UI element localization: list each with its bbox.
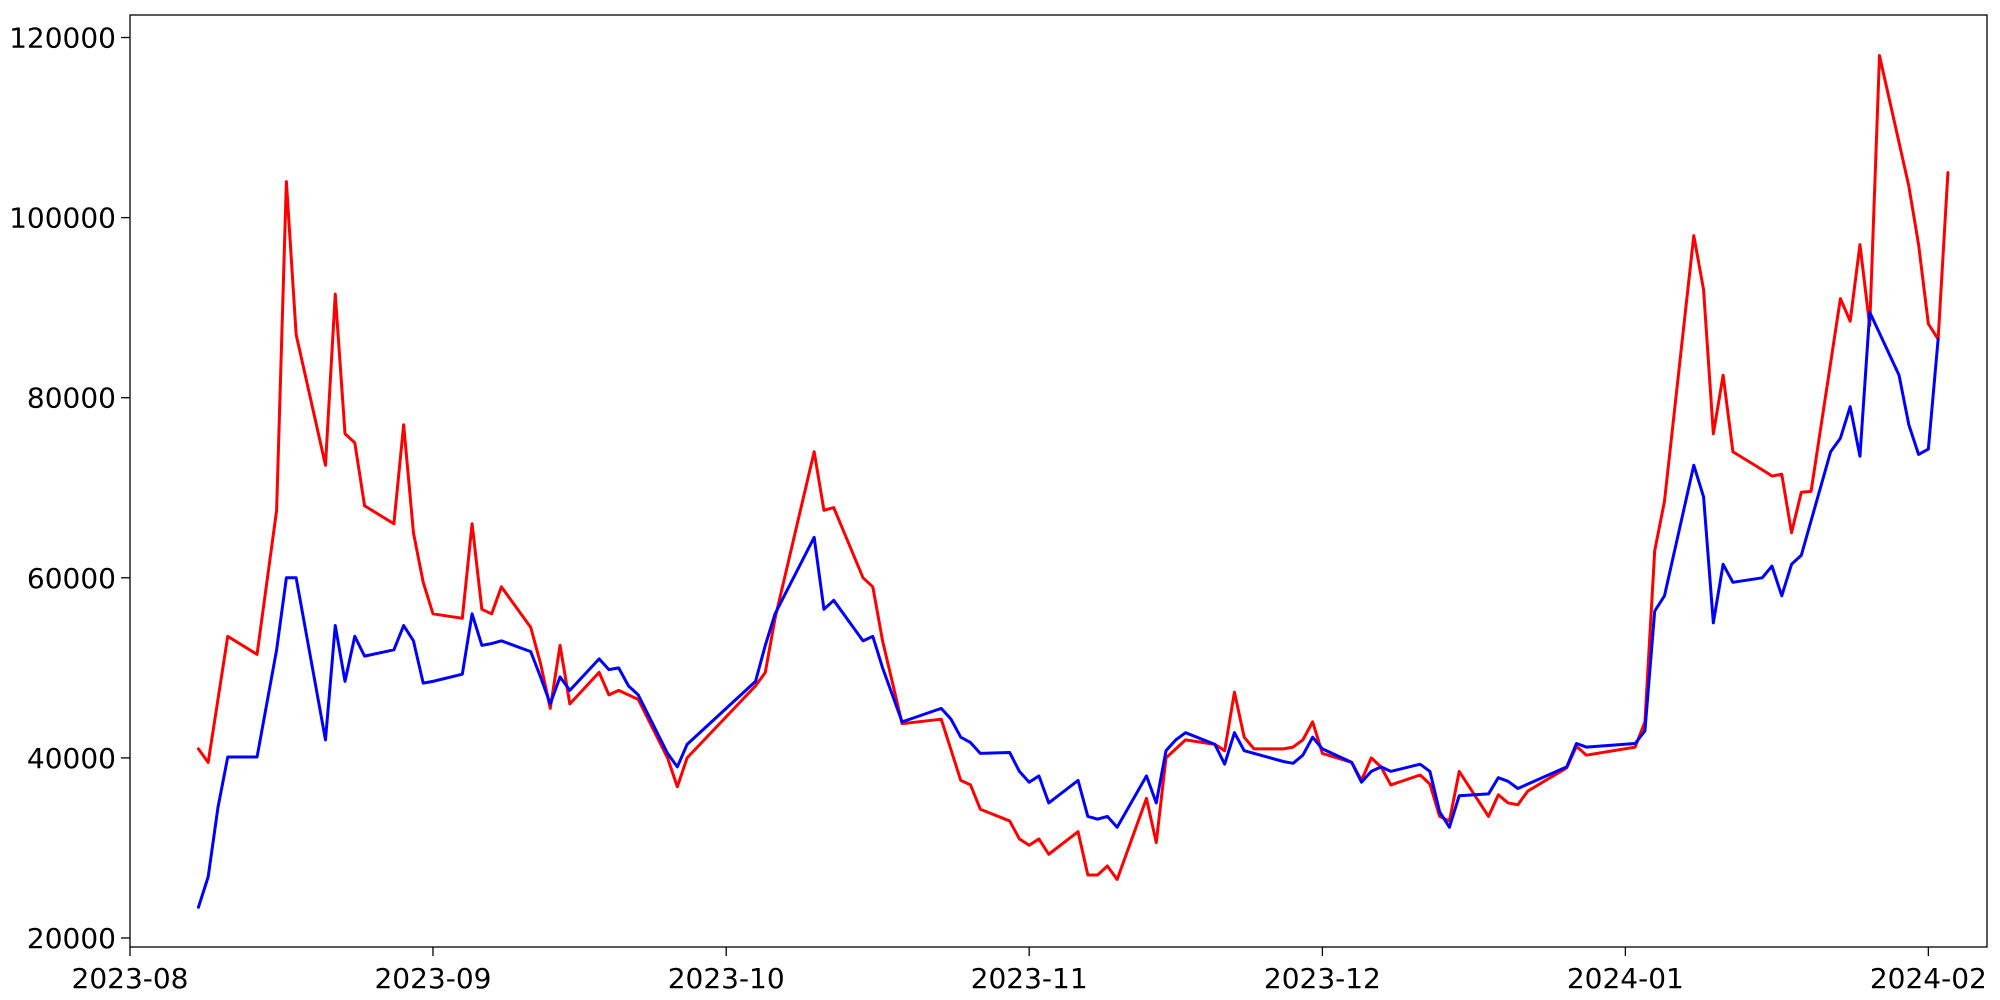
y-tick-label: 80000 [27, 382, 116, 415]
x-tick-label: 2023-09 [374, 962, 491, 995]
x-tick-label: 2024-01 [1567, 962, 1684, 995]
series-line-1 [196, 54, 1950, 881]
x-tick-label: 2023-10 [668, 962, 785, 995]
series-layer [196, 54, 1950, 909]
series-line-2 [196, 310, 1940, 909]
y-tick-label: 120000 [9, 22, 116, 55]
x-tick-label: 2023-08 [72, 962, 189, 995]
plot-frame [129, 14, 1988, 948]
y-tick-label: 20000 [27, 922, 116, 955]
x-tick-label: 2023-12 [1264, 962, 1381, 995]
x-axis: 2023-08 2023-09 2023-10 2023-11 2023-12 2024-… [72, 947, 1987, 995]
y-tick-label: 60000 [27, 562, 116, 595]
x-tick-label: 2023-11 [971, 962, 1088, 995]
y-axis: 20000 40000 60000 80000 100000 120000 [9, 22, 130, 955]
y-tick-label: 100000 [9, 202, 116, 235]
y-tick-label: 40000 [27, 742, 116, 775]
x-tick-label: 2024-02 [1870, 962, 1987, 995]
